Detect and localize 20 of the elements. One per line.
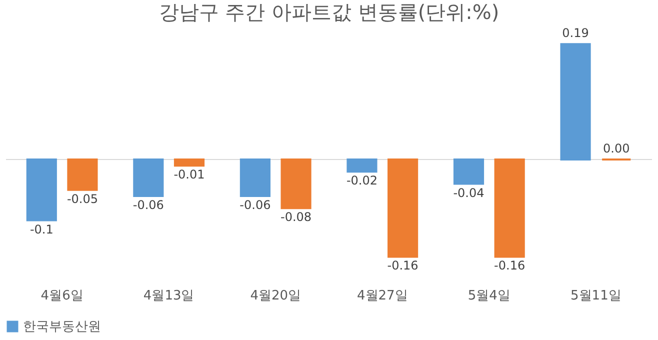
x-tick-label: 4월6일 — [40, 288, 84, 304]
x-tick-label: 4월20일 — [250, 288, 302, 304]
data-label: -0.06 — [240, 198, 271, 212]
x-tick-label: 5월4일 — [468, 288, 510, 304]
data-label: -0.02 — [346, 174, 378, 188]
data-label: -0.05 — [66, 192, 98, 206]
x-tick-label: 5월11일 — [570, 288, 622, 304]
data-label: -0.16 — [494, 258, 526, 273]
data-label: -0.01 — [174, 168, 205, 182]
x-tick-label: 4월13일 — [143, 288, 194, 304]
data-label: -0.1 — [30, 222, 54, 236]
data-label: 0.00 — [602, 142, 630, 156]
data-label: -0.04 — [453, 186, 484, 200]
x-tick-label: 4월27일 — [356, 288, 408, 304]
data-label: -0.16 — [387, 258, 418, 273]
data-label: 0.19 — [562, 26, 589, 40]
data-label: -0.06 — [132, 198, 164, 212]
chart-title: 강남구 주간 아파트값 변동률(단위:%) — [158, 0, 500, 24]
data-label: -0.08 — [280, 210, 312, 224]
legend-label: 한국부동산원 — [23, 320, 101, 334]
